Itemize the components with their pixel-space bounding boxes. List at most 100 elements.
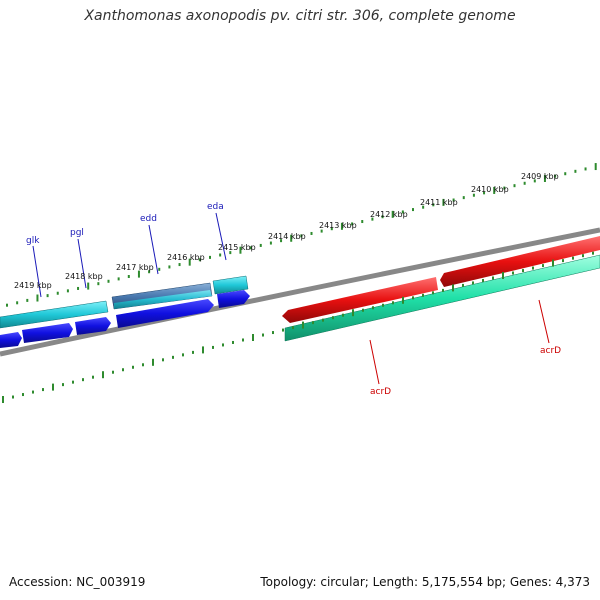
tick-mark xyxy=(97,282,100,286)
tick-mark xyxy=(132,365,134,369)
tick-mark xyxy=(162,358,164,362)
tick-mark xyxy=(582,254,584,258)
tick-mark xyxy=(572,256,574,260)
tick-mark xyxy=(112,370,114,374)
gene-arrow xyxy=(284,254,600,342)
tick-mark xyxy=(22,393,24,397)
tick-mark xyxy=(12,395,14,399)
scale-label: 2415 kbp xyxy=(218,243,256,252)
tick-mark xyxy=(322,318,324,322)
tick-mark xyxy=(290,234,293,242)
tick-marks xyxy=(2,163,597,404)
tick-mark xyxy=(552,259,554,267)
tick-mark xyxy=(148,270,151,274)
tick-mark xyxy=(391,210,394,218)
scale-label: 2412 kbp xyxy=(370,210,408,219)
scale-label: 2414 kbp xyxy=(268,232,306,241)
tick-mark xyxy=(361,220,364,224)
genome-summary: Topology: circular; Length: 5,175,554 bp… xyxy=(260,575,590,589)
tick-mark xyxy=(362,308,364,312)
tick-mark xyxy=(554,174,557,178)
tick-mark xyxy=(198,258,201,262)
tick-mark xyxy=(249,246,252,250)
tick-mark xyxy=(330,227,333,231)
tick-mark xyxy=(72,380,74,384)
leader-line xyxy=(369,339,380,385)
tick-mark xyxy=(229,251,232,255)
tick-mark xyxy=(152,358,154,366)
forward-strand-genes xyxy=(0,236,600,348)
scale-label: 2413 kbp xyxy=(319,221,357,230)
tick-mark xyxy=(107,279,110,283)
tick-mark xyxy=(422,205,425,209)
tick-mark xyxy=(352,309,354,317)
leader-line xyxy=(538,299,550,344)
leader-line xyxy=(215,212,227,261)
tick-mark xyxy=(209,255,211,259)
tick-mark xyxy=(300,234,303,238)
tick-mark xyxy=(472,281,474,285)
gene-label-pgl: pgl xyxy=(70,228,84,238)
accession-label: Accession: NC_003919 xyxy=(9,575,146,589)
scale-label: 2410 kbp xyxy=(471,185,509,194)
tick-mark xyxy=(239,246,242,254)
tick-mark xyxy=(371,217,374,221)
tick-mark xyxy=(523,181,526,185)
tick-mark xyxy=(172,355,174,359)
tick-mark xyxy=(272,331,274,335)
tick-mark xyxy=(564,172,567,176)
tick-mark xyxy=(52,383,54,391)
genome-backbone xyxy=(0,227,600,357)
tick-mark xyxy=(382,303,384,307)
tick-mark xyxy=(87,282,90,290)
tick-mark xyxy=(442,288,444,292)
tick-mark xyxy=(412,208,414,212)
tick-mark xyxy=(532,266,534,270)
tick-mark xyxy=(292,326,294,330)
tick-mark xyxy=(452,198,455,202)
tick-mark xyxy=(262,333,264,337)
gene-arrow xyxy=(75,317,111,335)
tick-mark xyxy=(462,196,465,200)
tick-mark xyxy=(259,243,262,247)
scale-label: 2418 kbp xyxy=(65,272,103,281)
leader-lines xyxy=(32,212,550,385)
gene-label-edd: edd xyxy=(140,214,157,224)
tick-mark xyxy=(192,350,194,354)
tick-mark xyxy=(493,186,496,194)
leader-line xyxy=(32,245,42,298)
tick-mark xyxy=(66,289,69,293)
scale-label: 2419 kbp xyxy=(14,281,52,290)
tick-mark xyxy=(302,321,304,329)
tick-mark xyxy=(503,186,506,190)
tick-mark xyxy=(310,231,313,235)
tick-mark xyxy=(182,353,184,357)
tick-mark xyxy=(381,215,384,219)
tick-mark xyxy=(122,368,124,372)
tick-mark xyxy=(32,390,34,394)
tick-mark xyxy=(137,270,140,278)
tick-mark xyxy=(82,378,84,382)
tick-mark xyxy=(432,203,435,207)
tick-mark xyxy=(212,345,214,349)
gene-arrow xyxy=(212,275,249,295)
tick-mark xyxy=(188,258,191,266)
tick-mark xyxy=(574,169,577,173)
tick-mark xyxy=(372,306,374,310)
tick-mark xyxy=(584,167,587,171)
scale-label: 2416 kbp xyxy=(167,253,205,262)
tick-mark xyxy=(222,343,224,347)
gene-arrow xyxy=(114,290,212,309)
gene-arrow xyxy=(22,323,73,343)
tick-mark xyxy=(2,396,4,404)
tick-mark xyxy=(472,193,475,197)
tick-mark xyxy=(422,293,424,297)
gene-label-glk: glk xyxy=(26,236,40,246)
tick-mark xyxy=(158,267,161,271)
gene-arrow xyxy=(116,299,214,328)
tick-mark xyxy=(42,388,44,392)
gene-arrow xyxy=(0,332,22,348)
tick-mark xyxy=(312,321,314,325)
tick-mark xyxy=(280,239,283,243)
